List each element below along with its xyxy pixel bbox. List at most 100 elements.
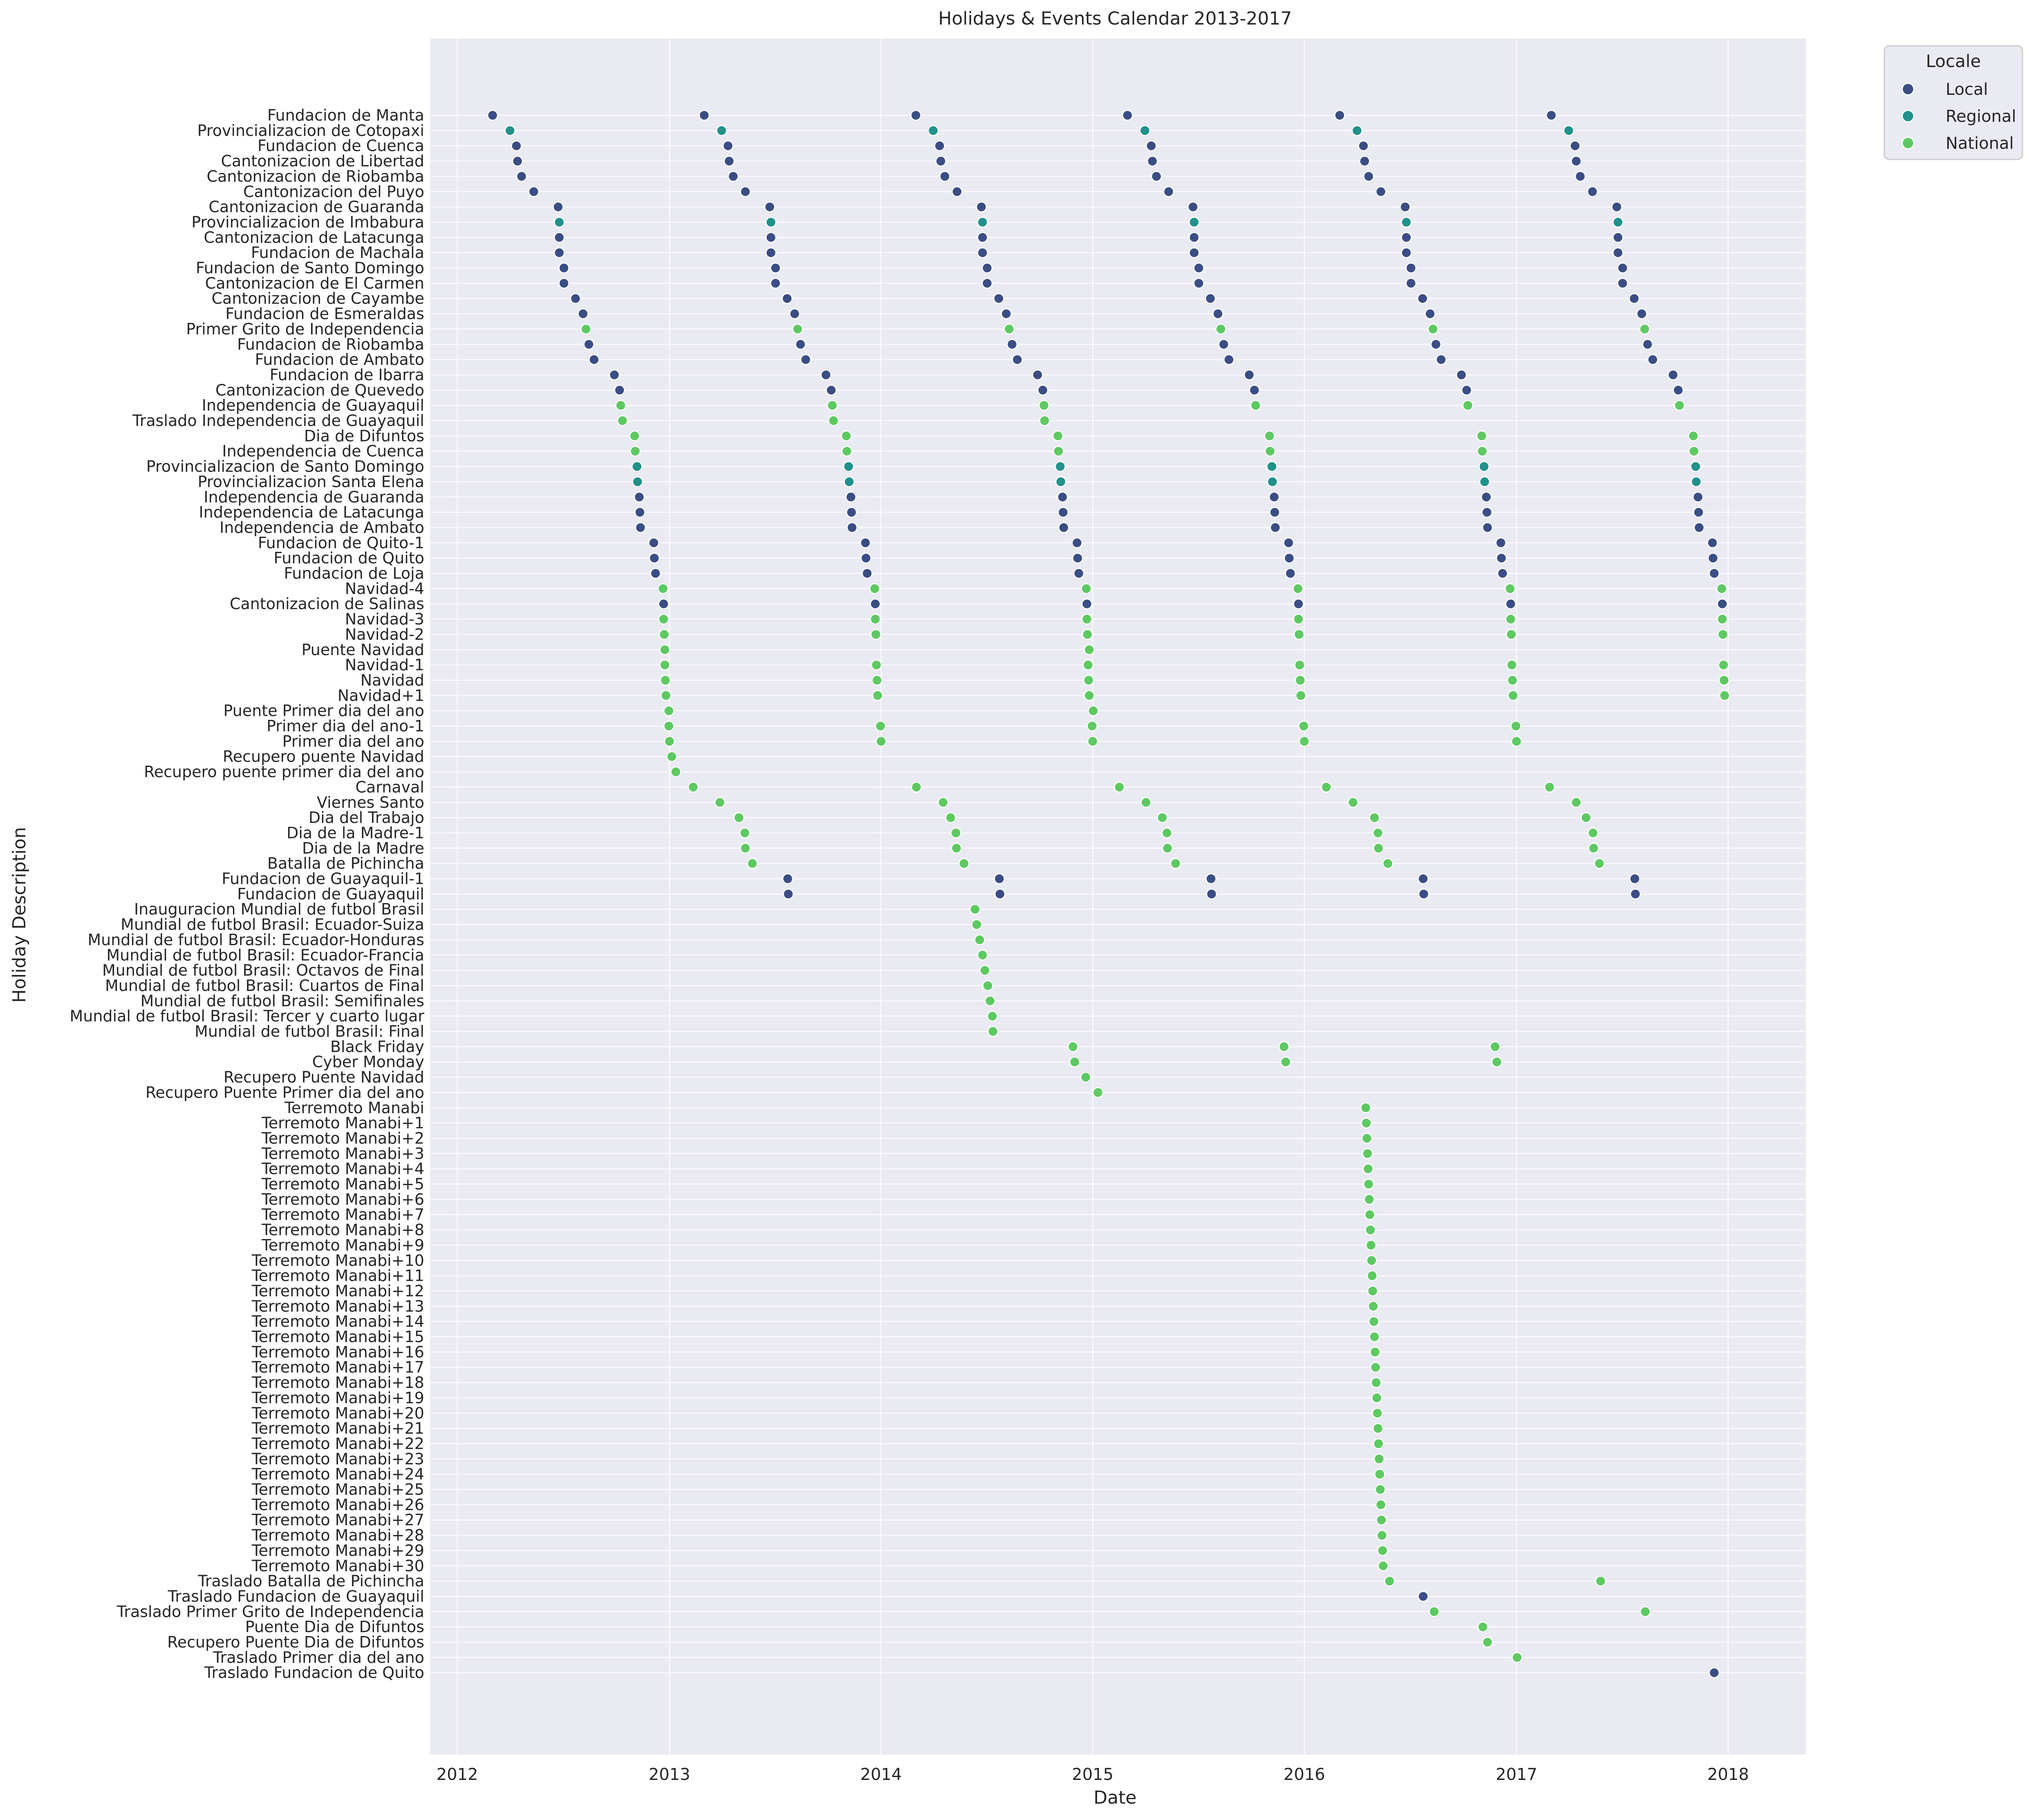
data-point <box>1612 217 1624 228</box>
data-point <box>1511 736 1522 747</box>
data-point <box>1359 155 1370 167</box>
data-point <box>528 186 540 197</box>
data-point <box>1122 110 1133 121</box>
data-point <box>792 323 803 335</box>
data-point <box>1358 140 1369 151</box>
data-point <box>558 262 569 273</box>
data-point <box>1283 537 1294 549</box>
data-point <box>938 797 949 808</box>
y-tick-label: Viernes Santo <box>317 793 424 811</box>
data-point <box>1377 1560 1389 1571</box>
y-tick-label: Terremoto Manabi+6 <box>261 1190 424 1208</box>
data-point <box>1373 843 1384 854</box>
x-gridlines <box>457 38 1729 1755</box>
data-point <box>1372 1423 1384 1434</box>
data-point <box>716 125 727 136</box>
data-point <box>511 140 522 151</box>
data-point <box>1223 354 1234 365</box>
data-point <box>927 125 939 136</box>
data-point <box>617 415 628 426</box>
data-point <box>634 491 645 503</box>
data-point <box>1673 385 1684 396</box>
data-point <box>1418 873 1429 884</box>
data-point <box>1506 629 1517 640</box>
y-tick-label: Cantonizacion de Libertad <box>221 152 424 170</box>
data-point <box>570 293 581 304</box>
data-point <box>1371 1377 1382 1388</box>
data-point <box>1512 1652 1523 1663</box>
data-point <box>765 247 777 258</box>
data-point <box>615 400 626 411</box>
y-tick-label: Navidad-2 <box>345 625 424 643</box>
data-point <box>1612 247 1624 258</box>
data-point <box>1674 400 1685 411</box>
data-point <box>1401 247 1412 258</box>
data-point <box>1189 247 1200 258</box>
y-tick-label: Fundacion de Machala <box>251 244 424 262</box>
data-point <box>722 140 734 151</box>
data-point <box>1693 522 1705 533</box>
data-point <box>1373 1438 1384 1449</box>
y-tick-label: Terremoto Manabi+8 <box>261 1221 424 1239</box>
data-point <box>635 522 646 533</box>
data-point <box>782 873 793 884</box>
y-tick-label: Terremoto Manabi+25 <box>251 1481 424 1499</box>
data-point <box>1505 598 1516 610</box>
y-tick-label: Carnaval <box>356 778 424 796</box>
data-point <box>1611 201 1622 213</box>
data-point <box>1364 1194 1375 1205</box>
data-point <box>1571 797 1582 808</box>
data-point <box>872 690 883 701</box>
y-tick-label: Fundacion de Quito-1 <box>258 534 424 552</box>
y-tick-label: Cantonizacion del Puyo <box>243 183 424 201</box>
data-point <box>950 827 961 838</box>
data-point <box>1456 369 1467 381</box>
data-point <box>663 720 674 732</box>
x-tick-label: 2015 <box>1072 1765 1113 1784</box>
data-point <box>1489 1041 1501 1052</box>
data-point <box>1461 385 1472 396</box>
data-point <box>1367 1285 1378 1297</box>
data-point <box>688 782 699 793</box>
data-point <box>1151 171 1162 182</box>
x-tick-label: 2012 <box>437 1765 478 1784</box>
x-tick-labels: 2012 2013 2014 2015 2016 2017 2018 <box>437 1765 1749 1784</box>
y-tick-label: Terremoto Manabi+1 <box>261 1114 424 1132</box>
data-point <box>1371 1392 1382 1403</box>
legend-label: National <box>1946 134 2014 153</box>
data-point <box>951 843 962 854</box>
data-point <box>1205 293 1216 304</box>
data-point <box>1507 675 1518 686</box>
data-point <box>1370 1362 1381 1373</box>
y-tick-label: Terremoto Manabi <box>284 1099 424 1117</box>
data-point <box>1334 110 1345 121</box>
data-point <box>1069 1056 1080 1067</box>
y-tick-label: Terremoto Manabi+17 <box>251 1358 424 1376</box>
y-tick-label: Fundacion de Loja <box>284 565 424 583</box>
y-tick-label: Independencia de Cuenca <box>222 442 424 460</box>
data-point <box>994 873 1005 884</box>
data-point <box>844 476 855 487</box>
data-point <box>1163 186 1174 197</box>
data-point <box>1505 614 1516 625</box>
y-tick-label: Fundacion de Santo Domingo <box>196 259 424 277</box>
data-point <box>649 552 660 564</box>
y-tick-label: Terremoto Manabi+30 <box>251 1557 424 1575</box>
y-tick-label: Terremoto Manabi+28 <box>251 1526 424 1544</box>
data-point <box>663 705 674 716</box>
data-point <box>1581 812 1592 823</box>
y-tick-label: Navidad-4 <box>345 580 424 598</box>
data-point <box>1351 125 1363 136</box>
data-point <box>843 461 854 472</box>
data-point <box>660 675 671 686</box>
data-point <box>1081 583 1092 594</box>
data-point <box>1372 827 1384 838</box>
data-point <box>979 965 990 976</box>
x-tick-label: 2017 <box>1496 1765 1537 1784</box>
data-point <box>1084 690 1095 701</box>
data-point <box>1244 369 1255 381</box>
data-point <box>1427 323 1439 335</box>
data-point <box>981 262 993 273</box>
x-tick-label: 2018 <box>1707 1765 1749 1784</box>
data-point <box>870 614 881 625</box>
